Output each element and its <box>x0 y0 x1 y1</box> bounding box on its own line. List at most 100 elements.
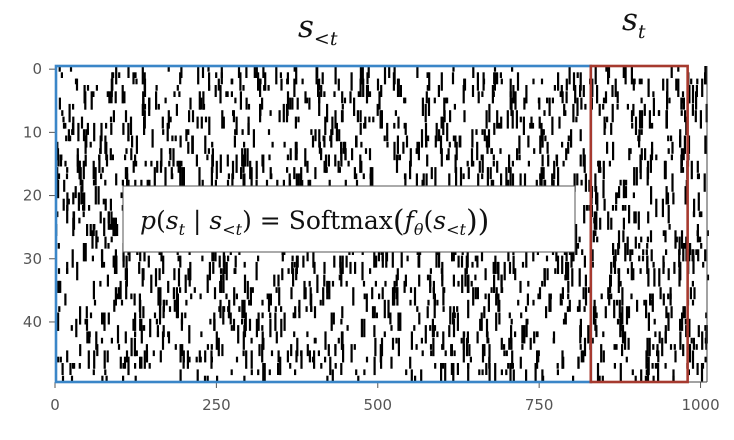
x-tick-label: 1000 <box>681 396 719 414</box>
spike <box>318 97 321 116</box>
spike <box>632 103 635 116</box>
spike <box>363 318 366 338</box>
spike <box>695 91 698 110</box>
x-tick-label: 500 <box>363 396 392 414</box>
spike <box>182 350 185 363</box>
spike <box>647 78 650 97</box>
spike <box>125 255 128 274</box>
spike <box>363 369 366 376</box>
spike <box>184 274 187 293</box>
spike <box>503 261 506 281</box>
spike <box>75 318 78 338</box>
spike <box>554 268 557 274</box>
spike <box>200 116 203 129</box>
spike <box>436 331 439 338</box>
spike <box>578 268 581 287</box>
spike <box>293 167 296 180</box>
spike <box>66 261 69 274</box>
spike <box>82 243 85 262</box>
spike <box>161 116 164 129</box>
spike <box>125 268 128 287</box>
spike <box>500 337 503 350</box>
spike <box>462 85 465 104</box>
spike <box>88 331 91 344</box>
x-tick-label: 250 <box>202 396 231 414</box>
spike <box>232 110 235 123</box>
spike <box>448 141 451 148</box>
spike <box>167 66 170 72</box>
spike <box>61 110 64 116</box>
spike <box>579 129 582 142</box>
spike <box>277 363 280 375</box>
spike <box>398 154 401 161</box>
spike <box>62 122 66 129</box>
spike <box>386 141 389 148</box>
spike <box>91 255 94 262</box>
spike <box>237 325 240 344</box>
spike <box>673 344 676 350</box>
spike <box>113 299 116 312</box>
spike <box>375 255 378 268</box>
spike <box>555 154 559 167</box>
spike <box>152 350 155 357</box>
spike <box>508 312 511 319</box>
spike <box>466 160 469 167</box>
spike <box>485 110 488 129</box>
spike <box>512 255 515 274</box>
spike <box>543 110 546 116</box>
spike <box>338 129 341 142</box>
spike <box>403 97 406 104</box>
spike <box>331 116 334 135</box>
spike <box>613 363 616 369</box>
spike <box>383 299 386 319</box>
spike <box>638 135 641 148</box>
spike <box>216 375 219 382</box>
spike <box>691 350 695 369</box>
spike <box>595 312 598 319</box>
formula-softmax: Softmax <box>289 206 393 235</box>
spike <box>481 129 484 135</box>
spike <box>640 236 643 243</box>
spike <box>69 135 72 142</box>
spike <box>701 78 704 97</box>
spike <box>125 350 129 363</box>
spike <box>106 91 109 97</box>
spike <box>101 375 104 382</box>
spike <box>688 344 691 350</box>
spike <box>329 135 332 142</box>
spike <box>334 363 337 369</box>
spike <box>156 160 159 173</box>
spike <box>403 280 406 293</box>
spike <box>691 299 695 306</box>
spike <box>230 369 233 376</box>
spike <box>627 337 630 350</box>
spike <box>610 122 613 135</box>
spike <box>383 135 386 142</box>
spike <box>637 135 640 142</box>
spike <box>391 249 394 268</box>
spike <box>57 280 60 293</box>
spike <box>490 148 493 154</box>
spike <box>467 363 470 382</box>
spike <box>633 211 636 224</box>
spike <box>202 103 205 110</box>
spike <box>635 167 638 186</box>
spike <box>238 306 241 312</box>
spike <box>621 306 624 325</box>
spike <box>395 274 398 287</box>
spike <box>602 350 605 363</box>
spike <box>269 293 272 306</box>
spike <box>681 312 684 331</box>
spike <box>144 160 147 167</box>
spike <box>624 205 627 211</box>
spike <box>403 173 407 180</box>
spike <box>355 369 358 376</box>
spike <box>636 299 639 312</box>
spike <box>704 249 707 262</box>
spike <box>418 274 421 287</box>
spike <box>641 255 645 262</box>
spike <box>667 312 670 331</box>
spike <box>129 116 133 135</box>
spike <box>493 66 497 72</box>
spike <box>624 66 627 85</box>
